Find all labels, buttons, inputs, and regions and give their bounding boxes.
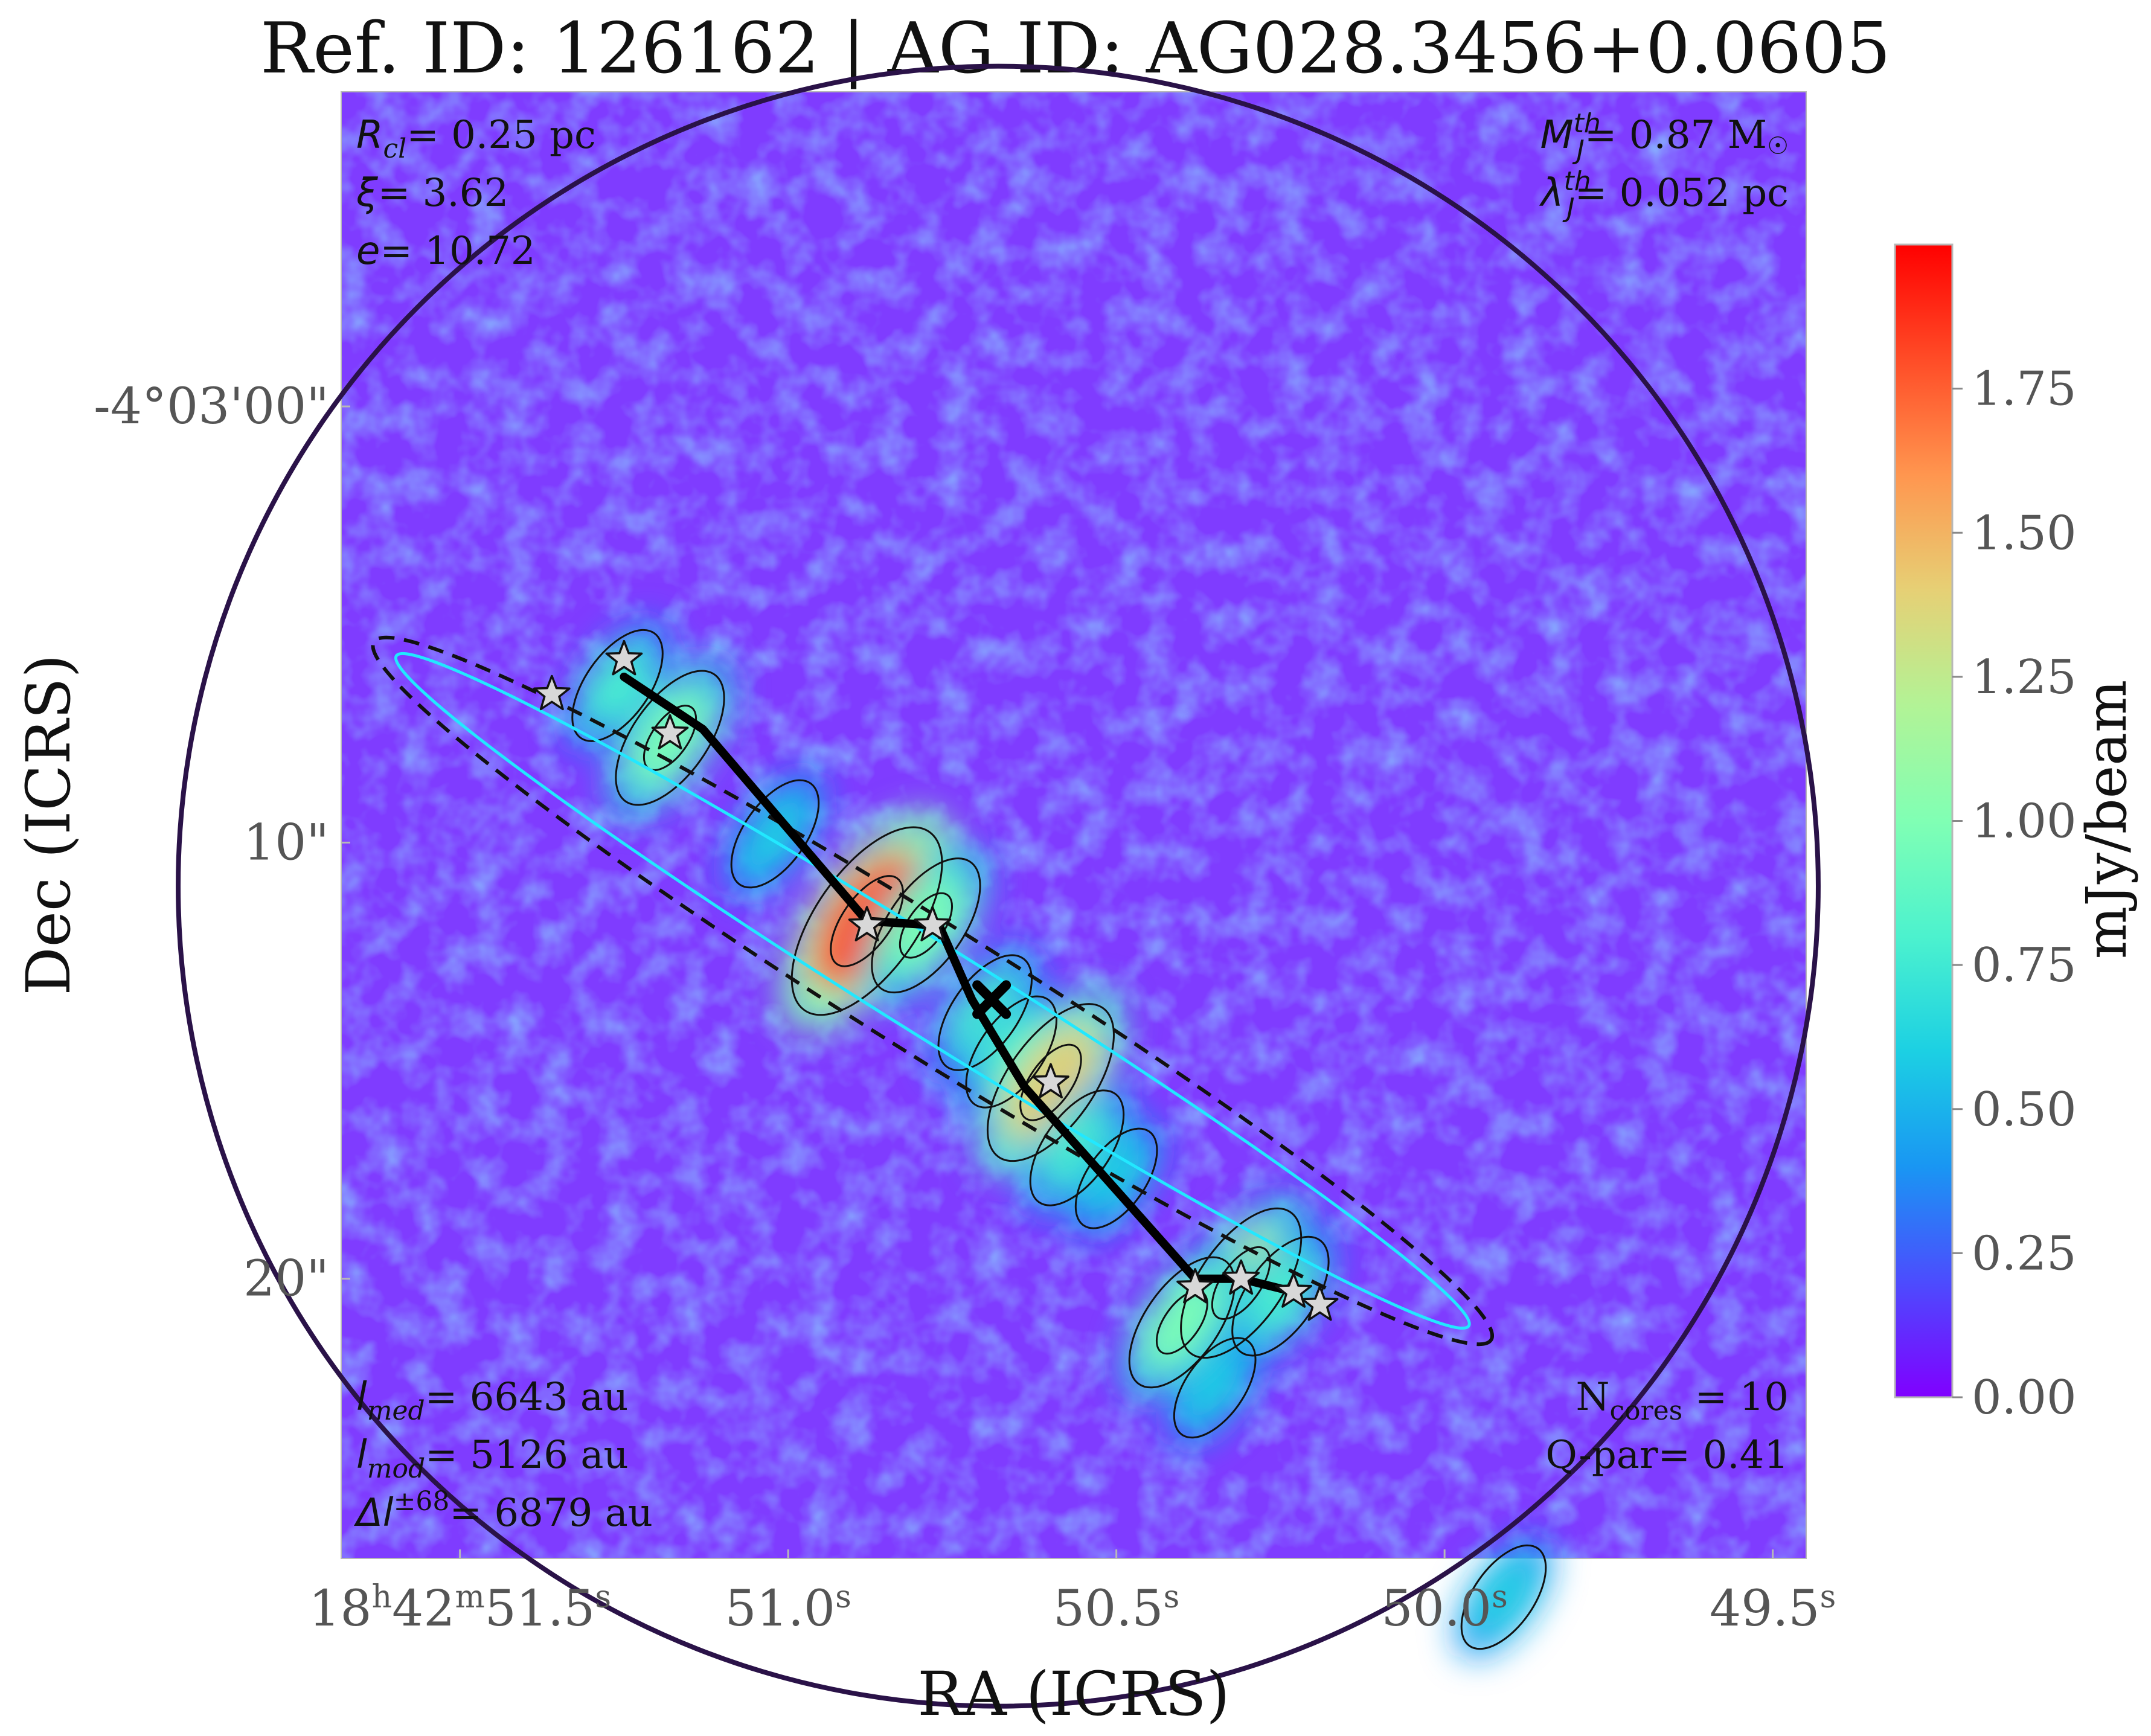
contour <box>571 629 664 742</box>
annotation-line: ξ= 3.62 <box>356 171 508 216</box>
annotation-top-left: Rcl= 0.25 pc ξ= 3.62 e= 10.72 <box>356 113 596 274</box>
contour <box>1128 1256 1236 1389</box>
clump-circle <box>176 63 1821 1709</box>
x-tick-label: 50.0s <box>1382 1579 1508 1638</box>
contour-inner <box>1019 1043 1082 1121</box>
x-ticks: 18h42m51.5s 51.0s 50.5s 50.0s 49.5s <box>309 1549 1836 1638</box>
annotation-line: lmod= 5126 au <box>356 1433 629 1484</box>
fit-ellipse <box>371 635 1495 1347</box>
contour-inner <box>830 875 904 967</box>
x-tick-label: 49.5s <box>1710 1579 1836 1638</box>
y-tick-label: 20" <box>243 1251 329 1308</box>
colorbar-label: mJy/beam <box>2074 680 2139 959</box>
emission-core <box>583 644 652 728</box>
annotation-line: Q-par= 0.41 <box>1545 1433 1789 1478</box>
y-axis-label: Dec (ICRS) <box>13 655 84 996</box>
contour <box>986 1003 1115 1162</box>
contour <box>871 857 981 994</box>
colorbar-tick-label: 1.25 <box>1972 650 2077 705</box>
annotation-line: Mth J= 0.87 M☉ <box>1540 108 1789 165</box>
contour <box>1460 1544 1547 1650</box>
y-ticks: -4°03'00" 10" 20" <box>94 378 350 1308</box>
contour <box>730 779 820 889</box>
filament-spine <box>620 672 1298 1296</box>
y-tick-label: -4°03'00" <box>94 378 329 435</box>
fit-ellipse-inner <box>394 652 1471 1330</box>
overlays <box>176 63 1821 1709</box>
x-tick-label: 18h42m51.5s <box>309 1579 611 1638</box>
colorbar-tick-label: 0.50 <box>1972 1083 2077 1137</box>
y-tick-label: 10" <box>243 814 329 871</box>
annotation-line: Δl±68= 6879 au <box>353 1486 653 1536</box>
colorbar-tick-label: 1.75 <box>1972 362 2077 417</box>
x-tick-label: 50.5s <box>1053 1579 1179 1638</box>
contour <box>790 826 943 1016</box>
contour <box>615 670 725 806</box>
contour <box>1173 1337 1257 1439</box>
centroid-marker <box>972 980 1011 1019</box>
emission-core <box>976 1010 1046 1094</box>
annotation-line: Ncores = 10 <box>1576 1375 1789 1426</box>
contour-inner <box>1211 1246 1271 1320</box>
emission-core <box>1471 1558 1536 1636</box>
colorbar-tick-label: 0.75 <box>1972 938 2077 993</box>
contour-lines <box>571 629 1547 1650</box>
annotation-line: Rcl= 0.25 pc <box>356 113 596 164</box>
contour <box>965 995 1057 1109</box>
colorbar-tick-label: 0.00 <box>1972 1371 2077 1425</box>
annotation-bottom-right: Ncores = 10 Q-par= 0.41 <box>1545 1375 1789 1478</box>
contour <box>1029 1089 1125 1206</box>
contour <box>937 954 1033 1071</box>
colorbar-tick-label: 0.25 <box>1972 1226 2077 1281</box>
x-tick-label: 51.0s <box>725 1579 851 1638</box>
chart-title: Ref. ID: 126162 | AG ID: AG028.3456+0.06… <box>260 8 1891 89</box>
annotation-line: λth J= 0.052 pc <box>1539 166 1789 223</box>
emission-core <box>742 793 809 874</box>
colorbar <box>1894 243 1954 1398</box>
colorbar-tick-label: 1.00 <box>1972 795 2077 849</box>
annotation-line: lmed= 6643 au <box>356 1375 628 1426</box>
emission-core <box>1184 1350 1246 1425</box>
map-noise <box>342 92 1806 1558</box>
colorbar-tick-label: 1.50 <box>1972 506 2077 560</box>
x-axis-label: RA (ICRS) <box>917 1659 1229 1729</box>
annotation-line: e= 10.72 <box>356 229 536 274</box>
contour <box>1180 1207 1303 1359</box>
colorbar-ticks: 0.00 0.25 0.50 0.75 1.00 1.25 1.50 1.75 <box>1952 362 2077 1425</box>
